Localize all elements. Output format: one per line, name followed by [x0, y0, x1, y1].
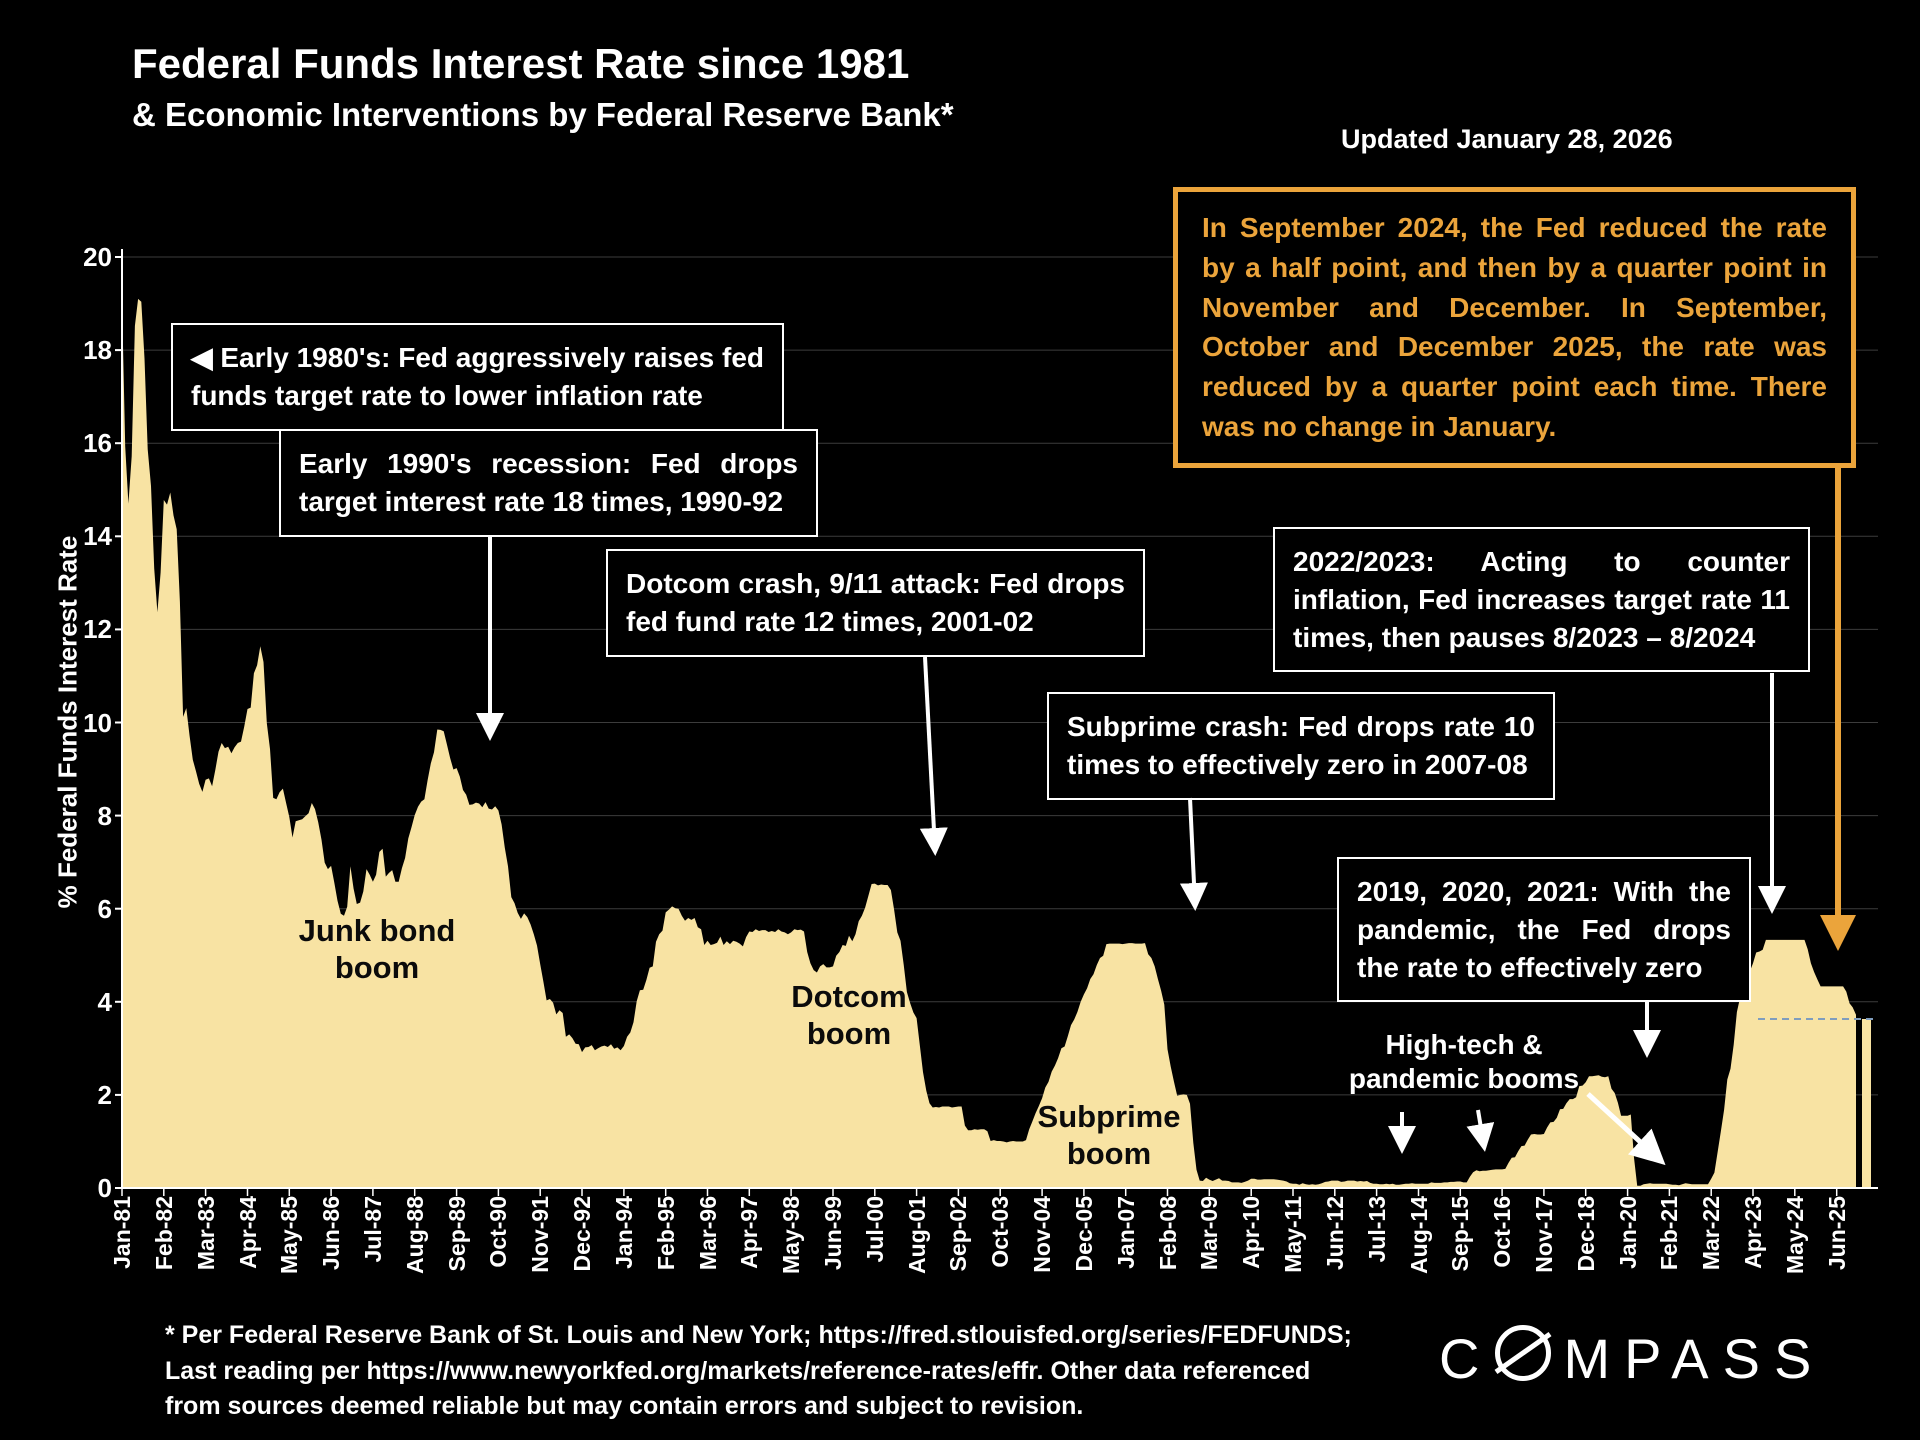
annotation-early-1980s: ◀ Early 1980's: Fed aggressively raises …: [171, 323, 784, 431]
x-tick-label: Dec-05: [1070, 1196, 1097, 1272]
label-hightech-pandemic-booms: High-tech & pandemic booms: [1348, 1029, 1580, 1094]
x-tick-label: Apr-23: [1740, 1196, 1766, 1269]
x-tick-label: Nov-91: [527, 1196, 554, 1273]
x-tick-label: Mar-83: [192, 1196, 219, 1271]
x-tick-label: Jan-81: [109, 1196, 135, 1269]
x-tick-label: Sep-15: [1447, 1196, 1474, 1272]
y-tick-label: 10: [83, 707, 112, 738]
x-tick-label: Sep-89: [443, 1196, 470, 1272]
x-tick-label: Feb-08: [1154, 1196, 1181, 1271]
y-tick-label: 4: [97, 986, 112, 1017]
source-footnote: * Per Federal Reserve Bank of St. Louis …: [165, 1321, 1352, 1420]
y-tick-label: 8: [97, 800, 112, 831]
label-junk-bond-boom: Junk bond boom: [298, 913, 456, 986]
page-subtitle: & Economic Interventions by Federal Rese…: [132, 96, 954, 133]
x-tick-label: Jan-20: [1614, 1196, 1641, 1269]
area-series-fed-funds: [122, 298, 1856, 1188]
annotation-dotcom-crash: Dotcom crash, 9/11 attack: Fed drops fed…: [606, 549, 1145, 657]
compass-logo: C MPASS: [1439, 1322, 1825, 1391]
y-tick-label: 2: [97, 1079, 112, 1110]
page-title: Federal Funds Interest Rate since 1981: [132, 40, 910, 87]
y-tick-label: 12: [83, 614, 112, 645]
annotation-early-1990s: Early 1990's recession: Fed drops target…: [279, 429, 818, 537]
x-tick-label: Oct-16: [1489, 1196, 1516, 1268]
compass-logo-prefix: C: [1439, 1327, 1494, 1390]
x-tick-label: Nov-04: [1029, 1196, 1056, 1273]
label-subprime-boom: Subprime boom: [1037, 1099, 1181, 1172]
x-tick-label: Apr-97: [736, 1196, 763, 1269]
y-tick-label: 0: [97, 1173, 112, 1203]
callout-box-2024-2025: In September 2024, the Fed reduced the r…: [1173, 187, 1856, 468]
x-tick-label: May-24: [1781, 1196, 1808, 1274]
annotation-subprime-crash: Subprime crash: Fed drops rate 10 times …: [1047, 692, 1555, 800]
updated-date-label: Updated January 28, 2026: [1341, 124, 1673, 154]
x-tick-label: Oct-90: [485, 1196, 512, 1268]
x-tick-label: Aug-88: [401, 1196, 428, 1274]
x-tick-label: Nov-17: [1530, 1196, 1557, 1273]
x-tick-label: Sep-02: [945, 1196, 972, 1272]
last-reading-bar: [1862, 1019, 1871, 1188]
x-tick-label: Jun-86: [318, 1196, 345, 1271]
compass-o-icon: [1495, 1325, 1552, 1381]
x-tick-label: May-85: [276, 1196, 303, 1274]
x-tick-label: Dec-18: [1572, 1196, 1599, 1272]
x-tick-label: Jan-07: [1112, 1196, 1139, 1269]
x-tick-label: Dec-92: [569, 1196, 595, 1272]
label-dotcom-boom: Dotcom boom: [791, 979, 907, 1052]
x-tick-label: Feb-21: [1656, 1196, 1683, 1271]
x-tick-label: Feb-95: [652, 1196, 679, 1271]
x-tick-label: Mar-22: [1698, 1196, 1725, 1271]
x-tick-label: Jun-25: [1823, 1196, 1850, 1271]
compass-logo-suffix: MPASS: [1563, 1327, 1826, 1390]
annotation-pandemic: 2019, 2020, 2021: With the pandemic, the…: [1337, 857, 1751, 1003]
y-tick-label: 16: [83, 428, 112, 459]
x-tick-label: Feb-82: [150, 1196, 177, 1271]
x-tick-label: May-98: [778, 1196, 805, 1274]
x-tick-label: Apr-84: [234, 1196, 261, 1269]
y-tick-label: 18: [83, 335, 112, 366]
y-tick-label: 14: [83, 521, 112, 552]
x-tick-label: Jul-13: [1363, 1196, 1390, 1263]
x-tick-label: Jun-99: [820, 1196, 846, 1271]
x-tick-label: Jan-94: [610, 1196, 637, 1269]
x-tick-label: Jul-87: [359, 1196, 386, 1263]
x-tick-label: Mar-96: [694, 1196, 721, 1271]
x-tick-label: Jun-12: [1321, 1196, 1348, 1271]
x-tick-label: Apr-10: [1238, 1196, 1265, 1269]
x-tick-label: Aug-14: [1405, 1196, 1432, 1274]
x-tick-label: May-11: [1280, 1196, 1306, 1273]
y-tick-label: 6: [97, 893, 112, 924]
x-tick-label: Aug-01: [903, 1196, 930, 1274]
x-tick-label: Jul-00: [861, 1196, 888, 1263]
x-tick-label: Oct-03: [987, 1196, 1014, 1268]
y-axis-title: % Federal Funds Interest Rate: [52, 535, 83, 909]
x-tick-label: Mar-09: [1196, 1196, 1223, 1271]
annotation-2022-2023: 2022/2023: Acting to counter inflation, …: [1273, 527, 1810, 673]
y-tick-label: 20: [83, 242, 112, 272]
